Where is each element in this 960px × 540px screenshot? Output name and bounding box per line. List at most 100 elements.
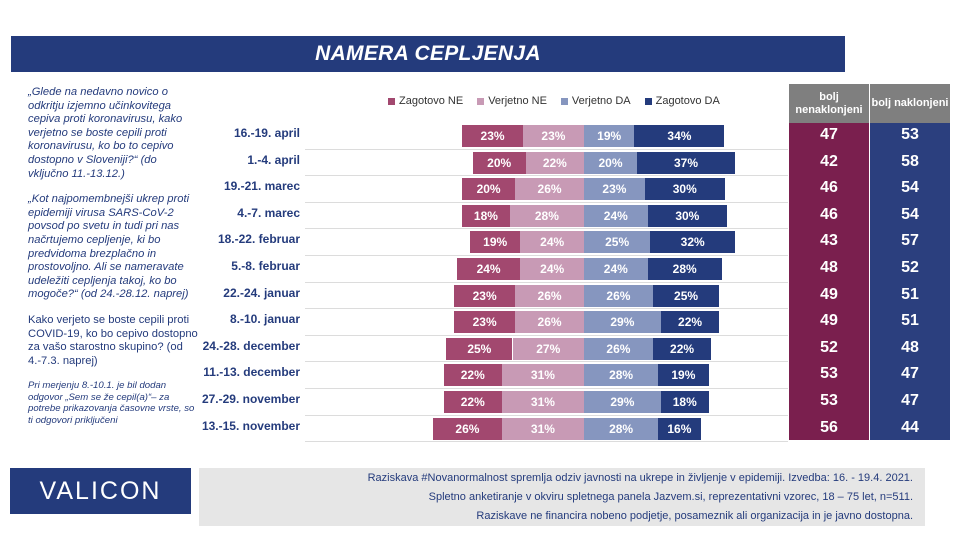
bar-value-label: 29% xyxy=(610,315,635,330)
bar-value-label: 19% xyxy=(597,129,622,143)
bar-value-label: 25% xyxy=(467,341,492,356)
nenaklonjeni-value: 49 xyxy=(820,312,838,330)
bar-zagotovo-da: 34% xyxy=(634,125,725,147)
bar-verjetno-da: 29% xyxy=(584,391,661,413)
legend-swatch xyxy=(560,97,568,105)
bar-value-label: 23% xyxy=(541,129,566,143)
bar-value-label: 24% xyxy=(540,262,565,276)
valicon-logo: VALICON xyxy=(10,468,191,514)
bar-value-label: 24% xyxy=(540,235,565,250)
bar-value-label: 28% xyxy=(609,421,634,436)
row-label: 11.-13. december xyxy=(203,365,300,380)
bar-zagotovo-ne: 23% xyxy=(454,311,516,334)
bar-value-label: 23% xyxy=(472,315,497,330)
bar-zagotovo-da: 22% xyxy=(652,337,712,360)
column-header-naklonjeni: bolj naklonjeni xyxy=(870,84,950,123)
bar-zagotovo-da: 25% xyxy=(652,284,720,307)
title-bar: NAMERA CEPLJENJA xyxy=(11,36,845,72)
bar-value-label: 20% xyxy=(487,155,512,170)
legend-label: Zagotovo NE xyxy=(399,95,464,107)
bar-value-label: 18% xyxy=(672,395,697,409)
legend-item-zagotovo-da: Zagotovo DA xyxy=(644,95,720,107)
legend-swatch xyxy=(388,97,395,105)
bar-verjetno-da: 26% xyxy=(584,284,653,307)
bar-value-label: 26% xyxy=(606,341,631,356)
nenaklonjeni-value: 48 xyxy=(820,259,838,276)
bar-verjetno-ne: 26% xyxy=(515,311,584,334)
row-separator xyxy=(305,361,788,363)
row-separator xyxy=(305,414,788,416)
bar-verjetno-ne: 23% xyxy=(523,125,584,147)
nenaklonjeni-value: 46 xyxy=(820,179,838,197)
bar-zagotovo-ne: 22% xyxy=(443,364,502,387)
question-3: Kako verjeto se boste cepili proti COVID… xyxy=(28,313,198,367)
bar-verjetno-ne: 27% xyxy=(512,337,584,360)
row-label: 22.-24. januar xyxy=(223,285,300,300)
bar-zagotovo-da: 19% xyxy=(658,364,709,387)
bar-value-label: 28% xyxy=(672,262,697,276)
bar-zagotovo-ne: 24% xyxy=(456,258,521,280)
row-separator xyxy=(305,175,788,177)
bar-zagotovo-da: 32% xyxy=(650,231,736,254)
column-header-nenaklonjeni: bolj nenaklonjeni xyxy=(789,84,869,123)
row-separator xyxy=(305,441,788,443)
bar-verjetno-ne: 28% xyxy=(509,204,584,227)
question-2: „Kot najpomembnejši ukrep proti epidemij… xyxy=(28,193,190,301)
nenaklonjeni-value: 52 xyxy=(820,338,838,356)
bar-value-label: 19% xyxy=(483,235,508,250)
bar-value-label: 26% xyxy=(537,288,562,303)
method-note: Pri merjenju 8.-10.1. je bil dodan odgov… xyxy=(28,380,195,427)
bar-verjetno-ne: 26% xyxy=(515,178,584,201)
bar-zagotovo-ne: 20% xyxy=(462,178,516,201)
bar-zagotovo-da: 30% xyxy=(645,178,725,201)
row-label: 13.-15. november xyxy=(201,418,300,433)
bar-value-label: 20% xyxy=(476,182,501,197)
bar-value-label: 31% xyxy=(530,368,555,383)
question-1: „Glede na nedavno novico o odkritju izje… xyxy=(28,86,183,180)
nenaklonjeni-value: 49 xyxy=(820,285,838,303)
bar-value-label: 31% xyxy=(530,421,555,436)
legend-label: Zagotovo DA xyxy=(655,95,720,107)
bar-value-label: 31% xyxy=(530,395,555,409)
row-separator xyxy=(305,148,788,150)
bar-value-label: 29% xyxy=(610,395,635,409)
bar-verjetno-ne: 22% xyxy=(525,151,584,174)
nenaklonjeni-value: 56 xyxy=(820,418,838,436)
bar-verjetno-da: 24% xyxy=(584,258,648,280)
row-separator xyxy=(305,281,788,283)
bar-zagotovo-ne: 25% xyxy=(446,337,513,360)
bar-value-label: 23% xyxy=(602,182,627,197)
bar-verjetno-da: 28% xyxy=(584,417,659,440)
bar-value-label: 22% xyxy=(670,341,695,356)
question-text-panel: „Glede na nedavno novico o odkritju izje… xyxy=(28,86,200,427)
bar-value-label: 20% xyxy=(598,155,623,170)
naklonjeni-value: 47 xyxy=(901,392,919,409)
bar-zagotovo-da: 22% xyxy=(660,311,720,334)
bar-verjetno-da: 24% xyxy=(584,204,648,227)
nenaklonjeni-value: 53 xyxy=(820,365,838,383)
column-naklonjeni xyxy=(870,123,950,440)
legend-item-verjetno-ne: Verjetno NE xyxy=(477,95,547,107)
footer-line: Spletno anketiranje v okviru spletnega p… xyxy=(428,491,913,503)
bar-verjetno-ne: 24% xyxy=(520,231,584,254)
bar-verjetno-da: 28% xyxy=(584,364,659,387)
nenaklonjeni-value: 46 xyxy=(820,205,838,223)
bar-value-label: 27% xyxy=(536,341,561,356)
bar-zagotovo-da: 28% xyxy=(647,258,722,280)
bar-verjetno-da: 19% xyxy=(584,125,635,147)
naklonjeni-value: 47 xyxy=(901,365,919,383)
bar-value-label: 26% xyxy=(606,288,631,303)
row-separator xyxy=(305,201,788,203)
bar-zagotovo-da: 16% xyxy=(658,417,701,440)
naklonjeni-value: 58 xyxy=(901,152,919,170)
bar-value-label: 22% xyxy=(460,395,485,409)
bar-verjetno-ne: 31% xyxy=(501,364,584,387)
nenaklonjeni-value: 42 xyxy=(820,152,838,170)
row-label: 4.-7. marec xyxy=(237,205,300,220)
bar-value-label: 37% xyxy=(673,155,699,170)
row-separator xyxy=(305,334,788,336)
bar-value-label: 23% xyxy=(480,129,505,143)
bar-value-label: 22% xyxy=(460,368,485,383)
bar-value-label: 26% xyxy=(455,421,480,436)
bar-zagotovo-ne: 23% xyxy=(454,284,516,307)
